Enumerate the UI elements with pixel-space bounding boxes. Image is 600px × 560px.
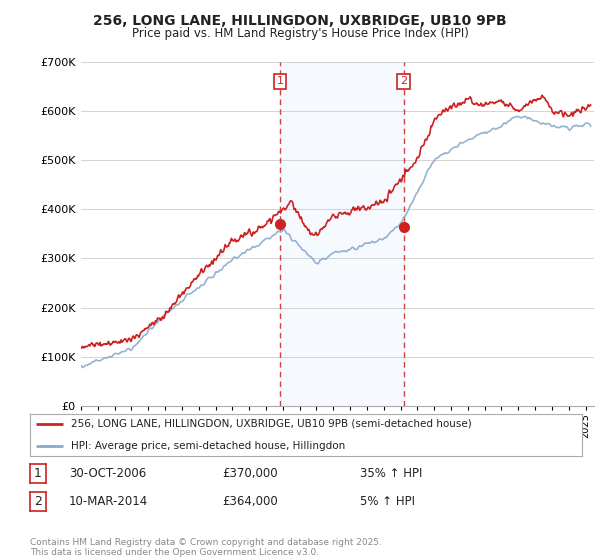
- Text: 1: 1: [34, 467, 42, 480]
- Text: HPI: Average price, semi-detached house, Hillingdon: HPI: Average price, semi-detached house,…: [71, 441, 346, 451]
- Text: Contains HM Land Registry data © Crown copyright and database right 2025.
This d: Contains HM Land Registry data © Crown c…: [30, 538, 382, 557]
- Text: 35% ↑ HPI: 35% ↑ HPI: [360, 466, 422, 480]
- Text: £364,000: £364,000: [222, 494, 278, 508]
- Text: 1: 1: [277, 76, 283, 86]
- Text: 10-MAR-2014: 10-MAR-2014: [69, 494, 148, 508]
- Text: 30-OCT-2006: 30-OCT-2006: [69, 466, 146, 480]
- Text: 2: 2: [400, 76, 407, 86]
- Text: 256, LONG LANE, HILLINGDON, UXBRIDGE, UB10 9PB (semi-detached house): 256, LONG LANE, HILLINGDON, UXBRIDGE, UB…: [71, 419, 472, 428]
- Text: 5% ↑ HPI: 5% ↑ HPI: [360, 494, 415, 508]
- Text: 256, LONG LANE, HILLINGDON, UXBRIDGE, UB10 9PB: 256, LONG LANE, HILLINGDON, UXBRIDGE, UB…: [93, 14, 507, 28]
- Text: Price paid vs. HM Land Registry's House Price Index (HPI): Price paid vs. HM Land Registry's House …: [131, 27, 469, 40]
- Text: 2: 2: [34, 495, 42, 508]
- Bar: [280, 62, 404, 406]
- Text: £370,000: £370,000: [222, 466, 278, 480]
